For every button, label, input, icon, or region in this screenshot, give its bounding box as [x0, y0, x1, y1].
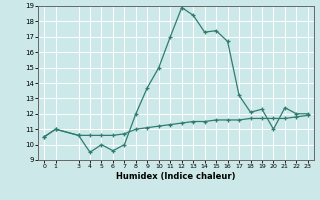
- X-axis label: Humidex (Indice chaleur): Humidex (Indice chaleur): [116, 172, 236, 181]
